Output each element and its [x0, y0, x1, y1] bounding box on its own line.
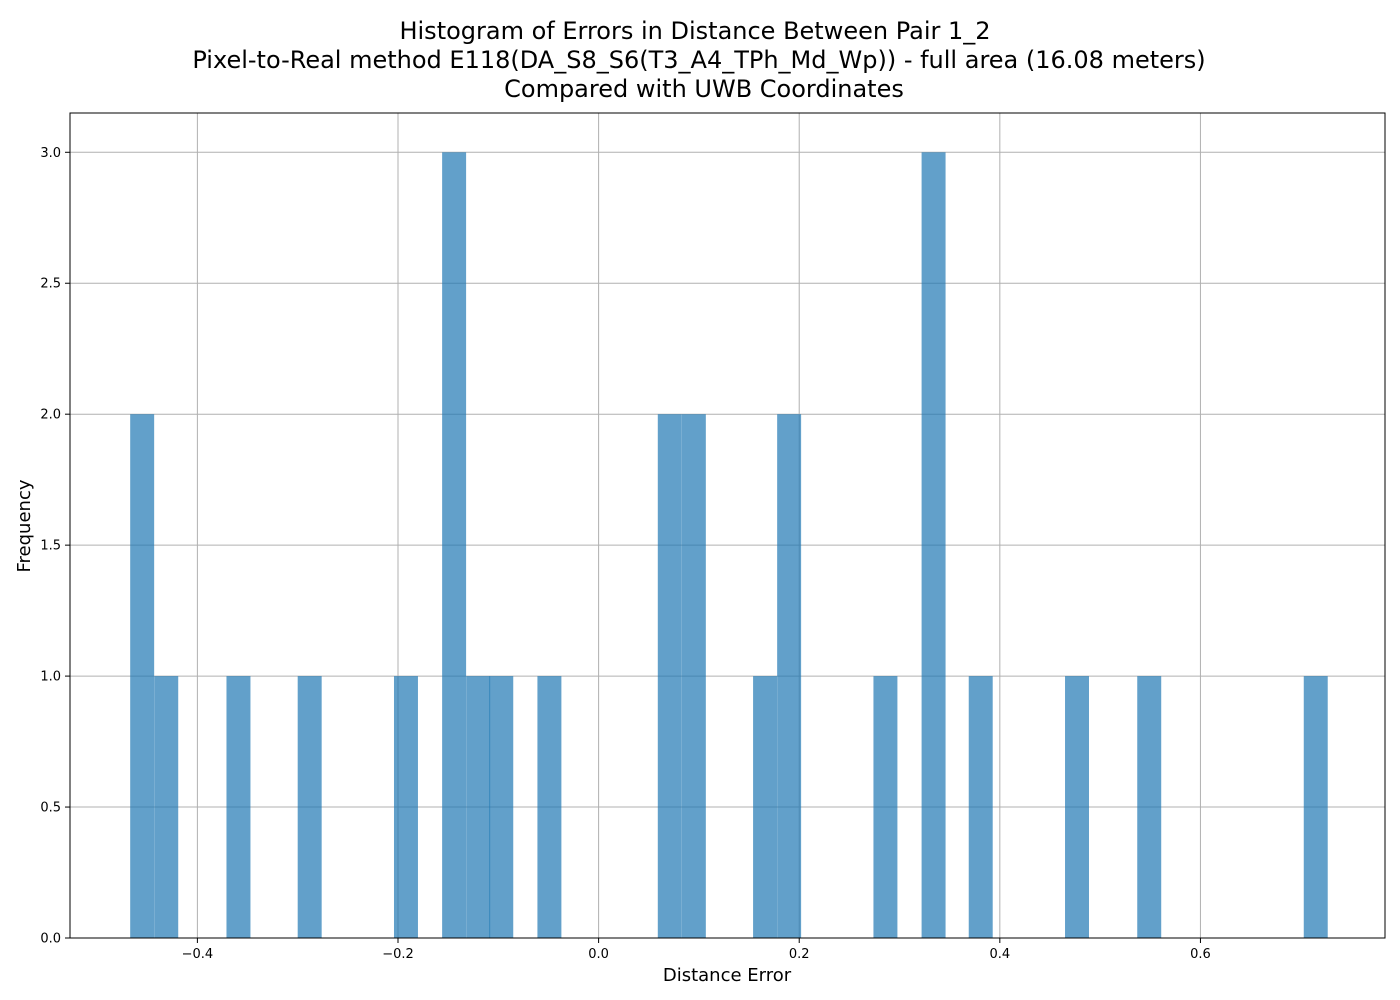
x-tick-label: 0.6 — [1190, 947, 1211, 962]
histogram-bar — [393, 676, 418, 938]
histogram-bar — [777, 414, 802, 938]
histogram-bar — [130, 414, 155, 938]
y-tick-label: 2.5 — [40, 277, 61, 292]
histogram-bar — [537, 676, 562, 938]
histogram-bar — [873, 676, 898, 938]
histogram-bars — [130, 152, 1328, 939]
histogram-bar — [968, 676, 993, 938]
histogram-bar — [1137, 676, 1162, 938]
histogram-bar — [681, 414, 706, 938]
chart-title-line-1: Histogram of Errors in Distance Between … — [399, 17, 990, 45]
x-tick-label: −0.2 — [382, 947, 414, 962]
histogram-bar — [154, 676, 179, 938]
chart-title: Histogram of Errors in Distance Between … — [192, 17, 1205, 103]
histogram-bar — [657, 414, 682, 938]
histogram-bar — [226, 676, 251, 938]
y-tick-label: 3.0 — [40, 146, 61, 161]
x-tick-label: 0.0 — [588, 947, 609, 962]
histogram-bar — [442, 152, 467, 939]
histogram-bar — [466, 676, 491, 938]
histogram-bar — [489, 676, 514, 938]
y-axis-label: Frequency — [14, 479, 35, 572]
y-tick-label: 0.5 — [40, 801, 61, 816]
histogram-bar — [1065, 676, 1089, 938]
x-tick-label: 0.2 — [789, 947, 810, 962]
chart-title-line-3: Compared with UWB Coordinates — [504, 75, 904, 103]
y-tick-label: 1.0 — [40, 670, 61, 685]
x-tick-label: −0.4 — [182, 947, 214, 962]
x-axis-label: Distance Error — [663, 965, 792, 986]
histogram-bar — [921, 152, 946, 939]
histogram-bar — [753, 676, 778, 938]
plot-area-frame — [69, 112, 1386, 939]
y-tick-label: 2.0 — [40, 408, 61, 423]
grid-lines — [70, 113, 1385, 939]
y-tick-label: 1.5 — [40, 539, 61, 554]
axis-ticks: −0.4 −0.2 0.0 0.2 0.4 0.6 0.0 0.5 1.0 1.5 2.0 2.5 3.… — [40, 146, 1210, 962]
chart-title-line-2: Pixel-to-Real method E118(DA_S8_S6(T3_A4… — [192, 46, 1205, 74]
histogram-bar — [1303, 676, 1328, 938]
y-tick-label: 0.0 — [40, 932, 61, 947]
histogram-bar — [297, 676, 322, 938]
x-tick-label: 0.4 — [989, 947, 1010, 962]
